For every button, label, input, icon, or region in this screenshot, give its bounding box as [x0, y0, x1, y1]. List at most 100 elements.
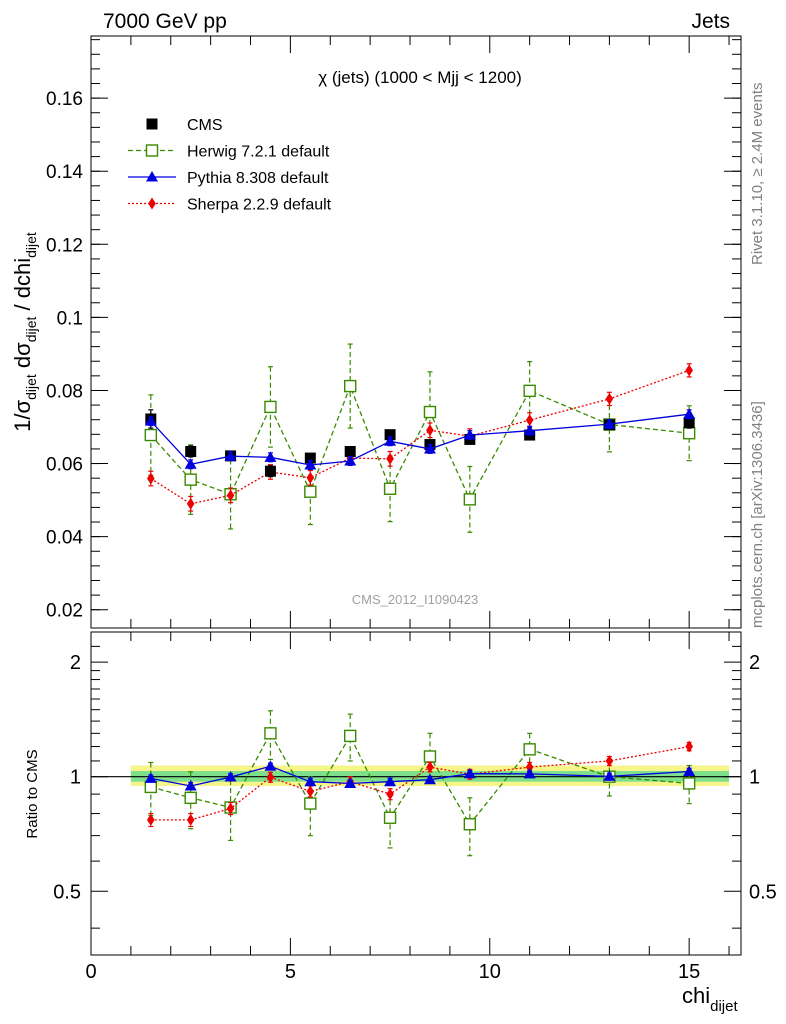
legend-marker-pythia — [146, 171, 158, 182]
sherpa-marker — [186, 813, 195, 826]
pythia-line — [150, 413, 690, 466]
mcplots-side-label: mcplots.cern.ch [arXiv:1306.3436] — [749, 401, 766, 628]
pythia-marker — [384, 435, 397, 446]
pythia-marker — [184, 458, 197, 469]
main-y-tick-label: 0.02 — [46, 601, 83, 622]
cms-marker — [185, 445, 197, 457]
ratio-y-tick-label-right: 1 — [749, 767, 760, 789]
sherpa-series — [147, 740, 693, 828]
sherpa-marker — [685, 364, 693, 377]
pythia-marker — [344, 777, 357, 788]
ratio-y-tick-label-left: 1 — [70, 767, 81, 789]
pythia-marker — [144, 415, 157, 426]
ratio-y-axis-label: Ratio to CMS — [24, 749, 41, 838]
pythia-marker — [603, 770, 616, 781]
herwig-marker — [523, 384, 536, 398]
legend-marker-herwig — [145, 144, 159, 157]
sherpa-marker — [426, 424, 434, 437]
sherpa-marker — [306, 785, 315, 798]
sherpa-marker — [306, 471, 315, 484]
sherpa-marker — [147, 472, 155, 485]
legend-item-herwig: Herwig 7.2.1 default — [128, 144, 330, 161]
sherpa-marker — [226, 489, 235, 502]
pythia-marker — [144, 772, 157, 783]
sherpa-marker — [525, 414, 534, 427]
ratio-panel: 0.5 0.5 1 1 2 2 0 5 10 15 Ratio to CMS — [24, 631, 777, 983]
sherpa-line — [150, 745, 690, 821]
herwig-marker — [463, 493, 477, 506]
legend: CMS Herwig 7.2.1 default Pythia 8.308 defa… — [128, 117, 332, 214]
pythia-marker — [224, 771, 237, 782]
main-y-tick-label: 0.14 — [46, 162, 83, 183]
herwig-line — [150, 731, 690, 826]
pythia-marker — [523, 424, 536, 436]
x-tick-label: 10 — [479, 961, 501, 983]
herwig-marker — [423, 405, 437, 419]
sherpa-marker — [226, 802, 235, 815]
herwig-marker — [344, 729, 357, 743]
sherpa-marker — [386, 452, 394, 465]
herwig-marker — [144, 428, 158, 442]
herwig-marker — [463, 818, 477, 831]
herwig-marker — [423, 750, 437, 763]
herwig-marker — [264, 400, 277, 414]
sherpa-line — [150, 369, 690, 505]
herwig-marker — [264, 727, 277, 740]
sherpa-marker — [426, 761, 434, 774]
cms-marker — [384, 429, 396, 441]
cms-marker — [304, 452, 316, 464]
header-left-label: 7000 GeV pp — [103, 10, 227, 33]
sherpa-marker — [266, 771, 275, 784]
main-y-tick-label: 0.1 — [57, 308, 83, 329]
herwig-marker — [682, 427, 696, 440]
legend-label-pythia: Pythia 8.308 default — [187, 170, 329, 187]
legend-item-pythia: Pythia 8.308 default — [128, 170, 329, 187]
pythia-marker — [463, 429, 476, 440]
herwig-marker — [383, 482, 397, 495]
pythia-marker — [463, 767, 476, 779]
pythia-marker — [603, 418, 616, 429]
main-y-tick-label: 0.08 — [46, 381, 83, 402]
legend-label-sherpa: Sherpa 2.2.9 default — [187, 197, 332, 214]
pythia-marker — [304, 459, 317, 470]
herwig-marker — [304, 485, 317, 498]
sherpa-marker — [605, 754, 614, 767]
sherpa-marker — [386, 788, 394, 801]
pythia-marker — [423, 442, 436, 454]
main-y-tick-label: 0.16 — [46, 89, 83, 110]
analysis-watermark: CMS_2012_I1090423 — [352, 592, 479, 607]
herwig-marker — [523, 743, 536, 756]
sherpa-marker — [186, 497, 195, 510]
cms-marker — [344, 445, 356, 457]
pythia-marker — [384, 775, 397, 787]
pythia-series — [144, 408, 696, 471]
main-plot-frame — [90, 35, 742, 629]
sherpa-marker — [525, 761, 534, 774]
herwig-marker — [383, 811, 397, 824]
legend-label-cms: CMS — [187, 117, 223, 134]
header-right-label: Jets — [691, 10, 730, 33]
rivet-side-label: Rivet 3.1.10, ≥ 2.4M events — [749, 83, 766, 266]
ratio-y-tick-label-right: 2 — [749, 652, 760, 674]
main-plot-title: χ (jets) (1000 < Mjj < 1200) — [318, 68, 522, 87]
pythia-marker — [264, 451, 277, 462]
ratio-y-tick-label-left: 2 — [70, 652, 81, 674]
legend-label-herwig: Herwig 7.2.1 default — [187, 144, 330, 161]
pythia-marker — [344, 454, 357, 466]
main-y-tick-label: 0.12 — [46, 235, 83, 256]
legend-item-cms: CMS — [146, 117, 223, 134]
main-y-axis-label: 1/σdijet dσdijet / dchidijet — [10, 232, 39, 432]
x-tick-label: 5 — [285, 961, 296, 983]
herwig-marker — [144, 780, 158, 794]
ratio-y-tick-label-right: 0.5 — [749, 881, 777, 903]
x-tick-label: 15 — [678, 961, 700, 983]
herwig-marker — [184, 791, 197, 805]
pythia-marker — [683, 765, 696, 776]
sherpa-marker — [147, 813, 155, 826]
cms-marker — [683, 417, 695, 429]
pythia-line — [150, 765, 690, 787]
pythia-marker — [523, 767, 536, 779]
legend-marker-cms — [146, 118, 158, 130]
herwig-series — [144, 343, 696, 533]
